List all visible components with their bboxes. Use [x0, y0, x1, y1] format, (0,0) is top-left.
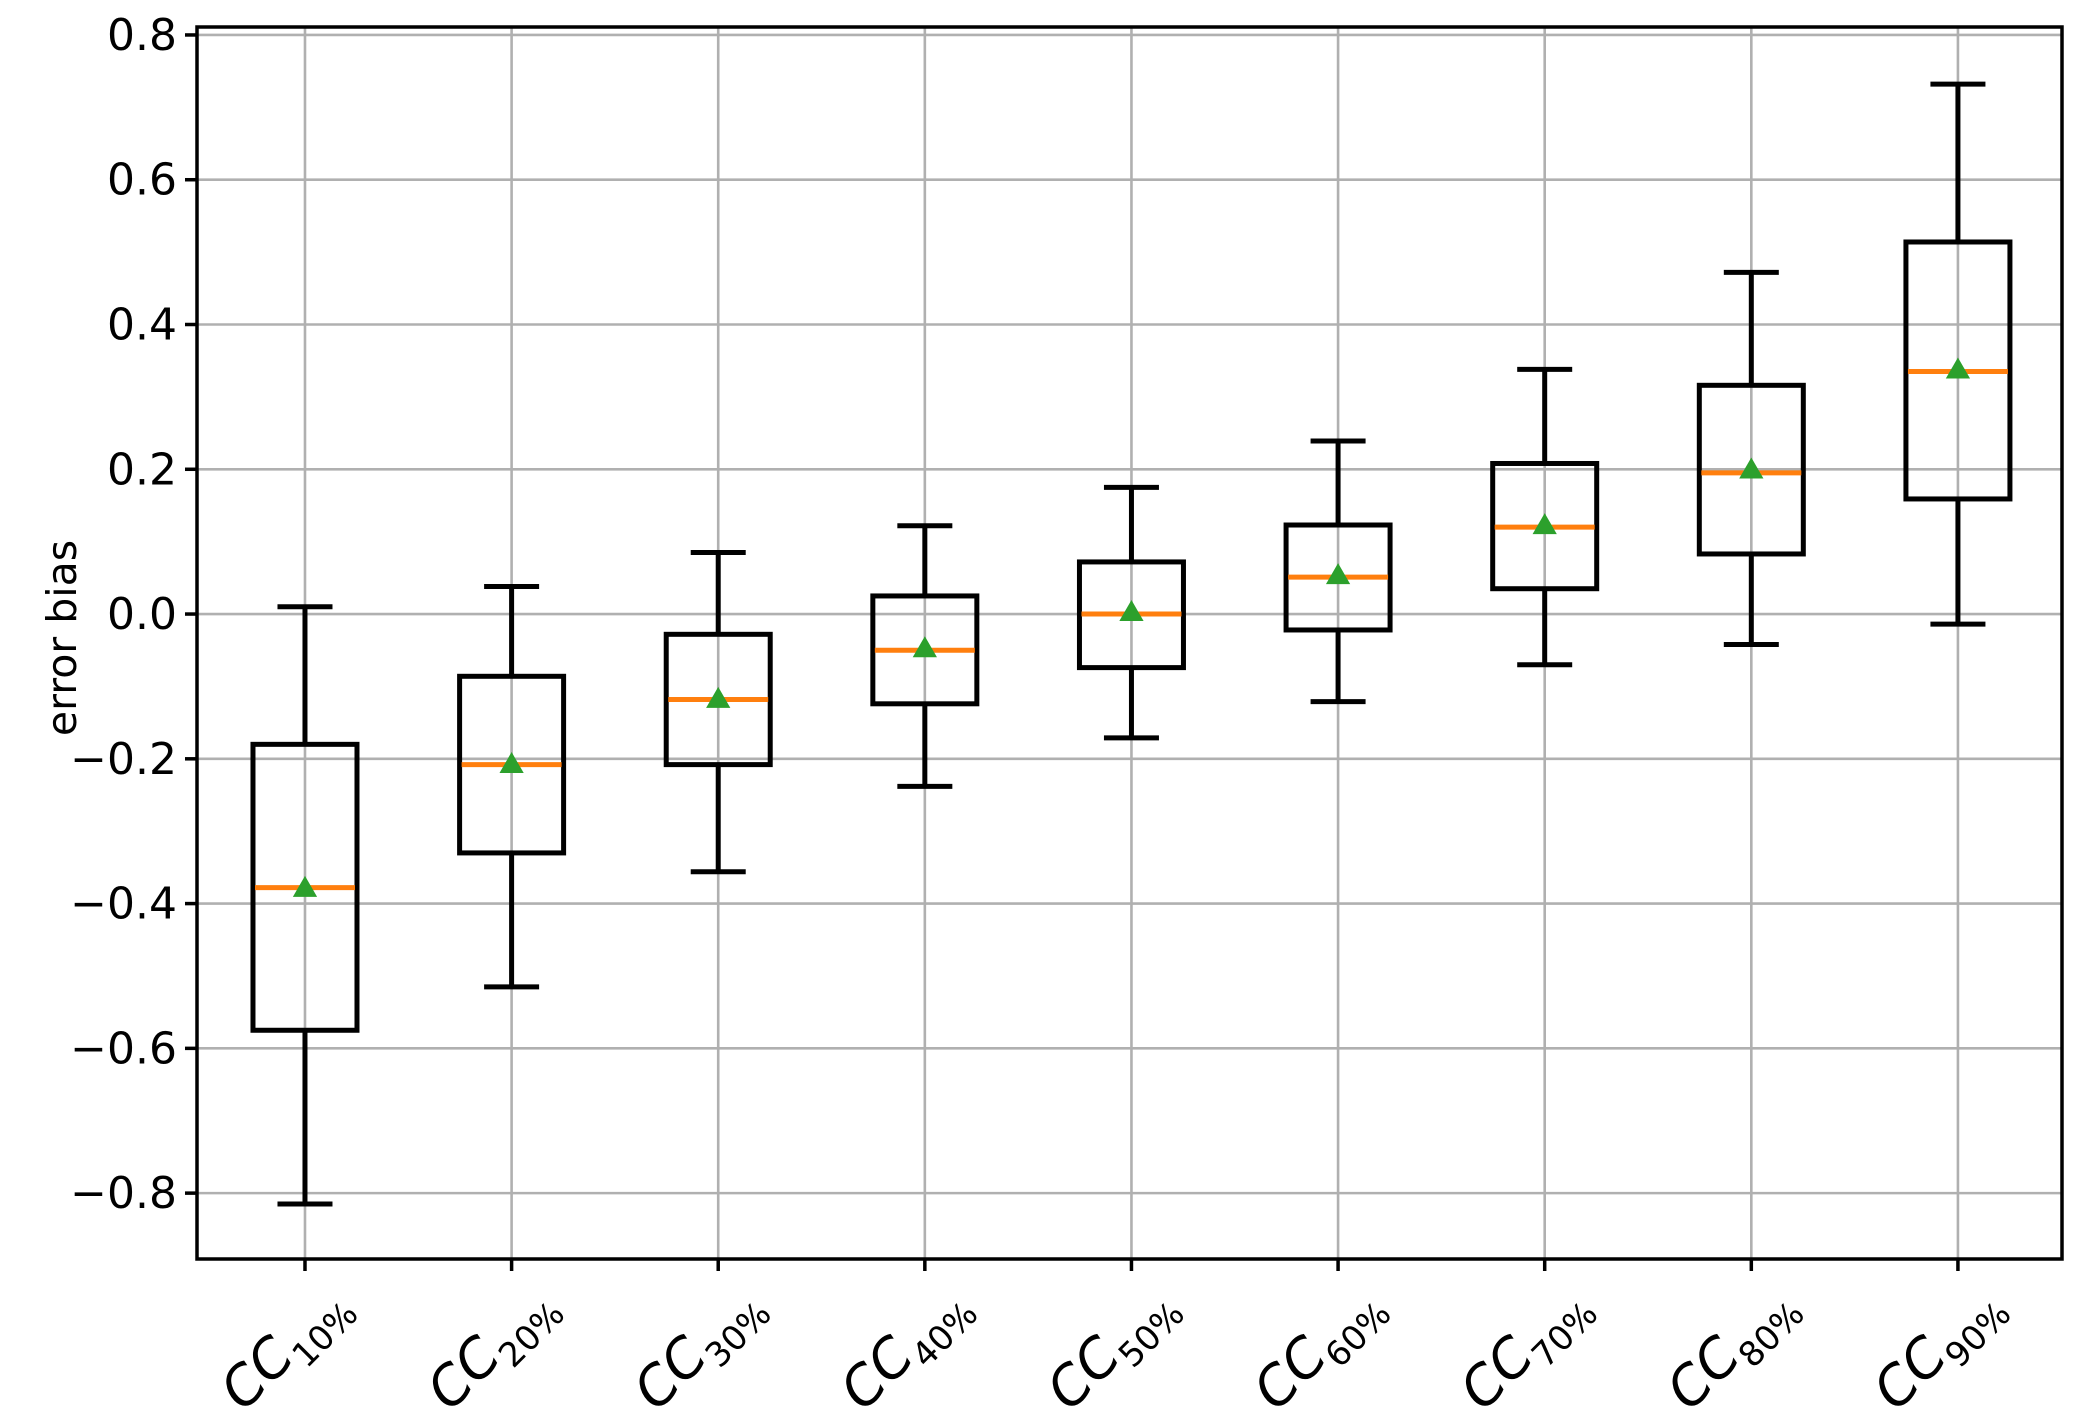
- box-CC80%: [1696, 269, 1806, 647]
- mean-marker: [1325, 563, 1351, 585]
- mean-marker: [1945, 357, 1971, 379]
- box-CC60%: [1283, 438, 1393, 705]
- box-CC90%: [1903, 81, 2013, 627]
- box-CC30%: [663, 550, 773, 875]
- y-tick-label: 0.2: [107, 444, 177, 495]
- mean-marker: [1532, 513, 1557, 535]
- box-rect: [663, 631, 773, 768]
- box-CC10%: [250, 604, 360, 1207]
- box-rect: [1283, 522, 1393, 633]
- y-tick-label: 0.4: [107, 300, 177, 351]
- box-rect: [1903, 239, 2013, 502]
- y-tick-label: 0.6: [107, 155, 177, 206]
- box-rect: [1076, 559, 1186, 671]
- box-rect: [250, 741, 360, 1033]
- y-axis-label: error bias: [38, 539, 86, 737]
- y-tick-label: −0.8: [70, 1168, 177, 1219]
- box-rect: [870, 593, 980, 707]
- mean-marker: [499, 752, 524, 774]
- box-CC70%: [1490, 366, 1600, 668]
- y-tick-label: −0.4: [70, 879, 177, 930]
- y-tick-label: −0.2: [70, 734, 177, 785]
- y-tick-label: −0.6: [70, 1023, 177, 1074]
- mean-marker: [292, 875, 318, 897]
- box-rect: [457, 673, 567, 856]
- box-rect: [1490, 460, 1600, 592]
- y-tick-label: 0.8: [107, 10, 177, 61]
- y-tick-label: 0.0: [107, 589, 177, 640]
- plot-frame: [195, 25, 2064, 1261]
- mean-marker: [912, 636, 937, 658]
- mean-marker: [1739, 457, 1764, 479]
- box-CC20%: [457, 584, 567, 990]
- mean-marker: [706, 686, 731, 708]
- box-CC40%: [870, 523, 980, 789]
- box-CC50%: [1076, 484, 1186, 741]
- box-rect: [1696, 382, 1806, 557]
- mean-marker: [1119, 600, 1144, 622]
